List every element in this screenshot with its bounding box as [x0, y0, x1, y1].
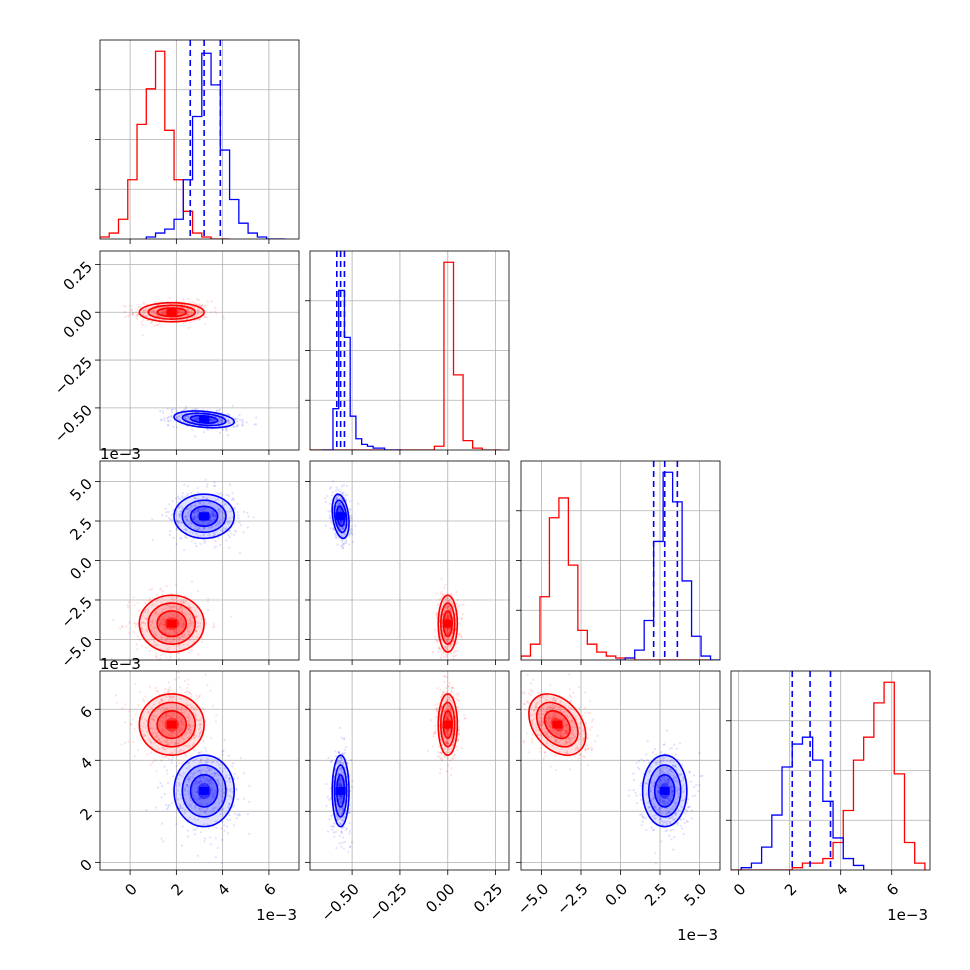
panel-frame — [99, 39, 300, 240]
panel-frame — [99, 250, 300, 451]
density-peak-blue — [199, 415, 210, 424]
density-peak-red — [442, 619, 453, 628]
density-peak-red — [442, 720, 453, 729]
histogram-panel-3: 0 2 4 6 1e−3 — [726, 670, 931, 924]
density-peak-red — [166, 308, 177, 317]
density-peak-red — [166, 619, 177, 628]
y-tick-label: −0.50 — [51, 401, 96, 446]
panel-frame — [520, 670, 721, 871]
x-tick-label: −5.0 — [514, 880, 552, 918]
histogram-blue — [615, 471, 720, 660]
scatter-points-blue — [151, 478, 255, 555]
y-tick-label: 0.00 — [60, 306, 96, 342]
scatter-panel-3-0: 0 2 4 6 1e−3 0 2 4 6 1e−3 — [77, 655, 300, 924]
y-tick-label: 5.0 — [66, 475, 96, 505]
scatter-panel-1-0: −0.50−0.25 0.00 0.25 — [51, 250, 300, 455]
x-tick-label: 4 — [214, 880, 233, 899]
y-tick-label: −0.25 — [51, 353, 96, 398]
panel-frame — [730, 670, 931, 871]
density-peak-blue — [335, 786, 346, 795]
y-tick-label: 0 — [77, 856, 96, 875]
density-peak-red — [166, 720, 177, 729]
x-offset-label: 1e−3 — [887, 906, 928, 924]
histogram-red — [521, 497, 711, 660]
x-tick-label: 6 — [883, 880, 902, 899]
x-tick-label: 0 — [121, 880, 140, 899]
x-tick-label: −2.5 — [553, 880, 591, 918]
y-tick-label: 0.0 — [66, 554, 96, 584]
x-tick-label: 0.0 — [602, 880, 632, 910]
y-offset-label: 1e−3 — [100, 655, 141, 673]
histogram-blue — [145, 52, 286, 239]
y-tick-label: 6 — [77, 703, 96, 722]
panel-frame — [309, 460, 510, 661]
panel-frame — [99, 670, 300, 871]
density-peak-blue — [659, 786, 670, 795]
histogram-red — [310, 261, 502, 450]
scatter-panel-2-0: −5.0−2.50.02.55.01e−3 — [58, 445, 300, 671]
scatter-points-red — [521, 673, 599, 772]
y-tick-label: 2.5 — [66, 514, 96, 544]
scatter-panel-3-2: −5.0 −2.5 0.0 2.5 5.0 1e−3 — [514, 670, 721, 944]
x-tick-label: 2 — [781, 880, 800, 899]
histogram-red — [731, 681, 926, 870]
x-tick-label: 6 — [260, 880, 279, 899]
panel-frame — [520, 460, 721, 661]
density-peak-red — [552, 720, 563, 729]
density-peak-blue — [335, 512, 346, 521]
histogram-blue — [740, 736, 865, 870]
panel-frame — [99, 460, 300, 661]
panel-frame — [309, 250, 510, 451]
scatter-panel-3-1: −0.50 −0.25 0.00 0.25 — [305, 670, 510, 925]
x-tick-label: 0 — [730, 880, 749, 899]
y-tick-label: 4 — [77, 754, 96, 773]
scatter-panel-2-1 — [305, 460, 510, 665]
x-tick-label: 5.0 — [681, 880, 711, 910]
x-tick-label: 2.5 — [641, 880, 671, 910]
x-offset-label: 1e−3 — [677, 926, 718, 944]
y-tick-label: −5.0 — [58, 633, 96, 671]
y-tick-label: 2 — [77, 805, 96, 824]
x-tick-label: 4 — [832, 880, 851, 899]
x-tick-label: 2 — [168, 880, 187, 899]
x-tick-label: −0.50 — [318, 880, 363, 925]
density-peak-blue — [199, 512, 210, 521]
x-tick-label: −0.25 — [365, 880, 410, 925]
histogram-panel-0 — [95, 39, 300, 244]
x-tick-label: 0.00 — [422, 880, 458, 916]
histogram-panel-2 — [516, 460, 721, 665]
y-tick-label: −2.5 — [58, 593, 96, 631]
y-offset-label: 1e−3 — [100, 445, 141, 463]
density-peak-blue — [199, 786, 210, 795]
x-tick-label: 0.25 — [470, 880, 506, 916]
y-tick-label: 0.25 — [60, 258, 96, 294]
histogram-panel-1 — [305, 250, 510, 455]
panel-frame — [309, 670, 510, 871]
histogram-blue — [321, 289, 402, 450]
x-offset-label: 1e−3 — [256, 906, 297, 924]
histogram-red — [100, 50, 230, 239]
